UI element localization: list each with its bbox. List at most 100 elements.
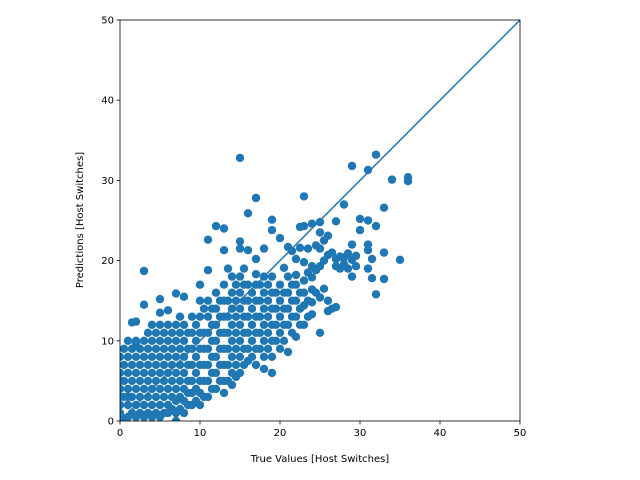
scatter-point bbox=[255, 312, 265, 321]
x-tick-1: 10 bbox=[194, 421, 206, 439]
scatter-point bbox=[120, 400, 125, 410]
scatter-point bbox=[155, 308, 165, 317]
scatter-point bbox=[363, 240, 373, 249]
scatter-point bbox=[159, 328, 169, 337]
scatter-point bbox=[299, 192, 309, 201]
plot-frame bbox=[119, 19, 521, 422]
scatter-point bbox=[387, 175, 397, 184]
scatter-point bbox=[251, 193, 261, 203]
scatter-point bbox=[179, 368, 189, 378]
scatter-point bbox=[343, 249, 353, 258]
scatter-point bbox=[219, 224, 229, 233]
scatter-point bbox=[131, 384, 141, 394]
scatter-point bbox=[283, 347, 293, 357]
scatter-point bbox=[243, 312, 253, 321]
scatter-point bbox=[347, 161, 357, 171]
scatter-point bbox=[219, 246, 229, 255]
scatter-point bbox=[307, 219, 317, 228]
scatter-point bbox=[223, 344, 233, 353]
scatter-point bbox=[319, 284, 329, 293]
scatter-point bbox=[363, 165, 373, 175]
scatter-point bbox=[155, 368, 165, 378]
scatter-point bbox=[175, 376, 185, 386]
scatter-point bbox=[235, 288, 245, 297]
scatter-point bbox=[347, 240, 357, 249]
scatter-point bbox=[307, 298, 317, 307]
scatter-point bbox=[211, 304, 221, 313]
scatter-point bbox=[159, 392, 169, 402]
scatter-point bbox=[275, 312, 285, 321]
scatter-point bbox=[263, 312, 273, 321]
scatter-point bbox=[259, 336, 269, 345]
scatter-point bbox=[171, 368, 181, 378]
scatter-point bbox=[331, 217, 341, 226]
scatter-point bbox=[195, 280, 205, 289]
y-axis-label: Predictions [Host Switches] bbox=[75, 152, 86, 288]
scatter-point bbox=[323, 231, 333, 240]
scatter-point bbox=[227, 320, 237, 329]
scatter-point bbox=[219, 280, 229, 289]
scatter-point bbox=[120, 376, 129, 386]
scatter-point bbox=[235, 244, 245, 253]
scatter-point bbox=[363, 216, 373, 225]
scatter-point bbox=[211, 352, 221, 361]
x-axis: 0 10 20 30 40 50 True Values [Host Switc… bbox=[117, 421, 526, 465]
scatter-point bbox=[227, 272, 237, 281]
scatter-point bbox=[135, 360, 145, 370]
scatter-point bbox=[235, 352, 245, 361]
scatter-point bbox=[203, 296, 213, 305]
scatter-point bbox=[307, 310, 317, 319]
x-tick-3: 30 bbox=[354, 421, 366, 439]
scatter-point bbox=[291, 312, 301, 321]
scatter-point bbox=[120, 368, 125, 378]
scatter-point bbox=[271, 320, 281, 329]
scatter-point bbox=[355, 225, 365, 235]
y-tick-label-3: 30 bbox=[101, 176, 114, 187]
scatter-point bbox=[171, 352, 181, 361]
y-tick-2: 20 bbox=[101, 256, 120, 267]
scatter-point bbox=[120, 352, 125, 361]
scatter-point bbox=[363, 264, 373, 273]
y-tick-label-0: 0 bbox=[108, 417, 114, 428]
scatter-point bbox=[299, 258, 309, 267]
scatter-point bbox=[167, 328, 177, 337]
scatter-point bbox=[151, 376, 161, 386]
points-layer bbox=[120, 150, 413, 421]
scatter-point bbox=[139, 368, 149, 378]
scatter-point bbox=[315, 217, 325, 227]
scatter-point bbox=[227, 352, 237, 361]
scatter-point bbox=[235, 272, 245, 281]
scatter-point bbox=[187, 328, 197, 337]
scatter-point bbox=[379, 248, 389, 257]
scatter-point bbox=[131, 352, 141, 361]
scatter-point bbox=[315, 228, 325, 237]
scatter-point bbox=[143, 360, 153, 370]
scatter-point bbox=[291, 254, 301, 264]
scatter-point bbox=[147, 368, 157, 378]
scatter-point bbox=[371, 150, 381, 159]
scatter-point bbox=[231, 360, 241, 370]
scatter-point bbox=[123, 384, 133, 394]
scatter-point bbox=[235, 237, 245, 246]
scatter-point bbox=[279, 263, 289, 272]
scatter-point bbox=[191, 368, 201, 378]
scatter-point bbox=[147, 352, 157, 361]
scatter-point bbox=[371, 290, 381, 299]
y-tick-5: 50 bbox=[101, 16, 120, 27]
scatter-point bbox=[139, 400, 149, 410]
scatter-point bbox=[243, 328, 253, 337]
scatter-point bbox=[251, 360, 261, 370]
scatter-point bbox=[155, 336, 165, 345]
scatter-point bbox=[127, 376, 137, 386]
scatter-point bbox=[163, 320, 173, 329]
scatter-point bbox=[171, 416, 181, 421]
x-tick-label-2: 20 bbox=[274, 428, 287, 439]
scatter-point bbox=[283, 304, 293, 313]
scatter-point bbox=[151, 392, 161, 402]
scatter-point bbox=[175, 344, 185, 353]
scatter-point bbox=[155, 400, 165, 410]
scatter-point bbox=[263, 296, 273, 305]
scatter-point bbox=[203, 392, 213, 402]
scatter-point bbox=[155, 352, 165, 361]
